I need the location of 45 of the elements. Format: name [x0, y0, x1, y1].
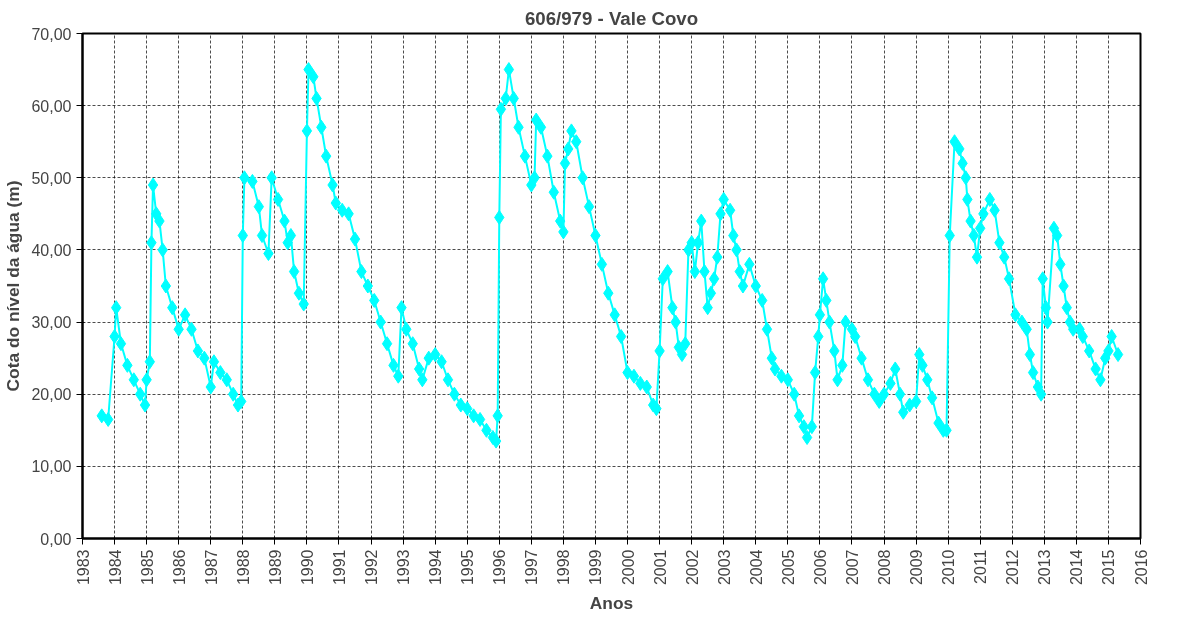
x-tick-label: 2009 — [908, 549, 926, 586]
x-tick-label: 1996 — [491, 549, 509, 586]
y-tick-label: 0,00 — [40, 530, 72, 548]
chart-title: 606/979 - Vale Covo — [524, 7, 699, 29]
x-tick-label: 1997 — [523, 549, 541, 586]
x-tick-label: 1998 — [555, 549, 573, 586]
x-tick-label: 2001 — [651, 549, 669, 586]
x-axis-title: Anos — [589, 593, 634, 614]
x-tick-label: 1984 — [106, 549, 124, 586]
x-tick-label: 1983 — [74, 549, 92, 586]
y-axis-title: Cota do nível da água (m) — [3, 180, 24, 392]
x-tick-label: 2011 — [972, 549, 990, 584]
y-tick-label: 10,00 — [31, 458, 72, 476]
x-tick-label: 2007 — [843, 549, 861, 586]
x-tick-label: 1993 — [395, 549, 413, 586]
x-tick-label: 2010 — [940, 549, 958, 586]
x-tick-label: 2012 — [1004, 549, 1022, 586]
x-tick-label: 2003 — [715, 549, 733, 586]
x-tick-label: 1987 — [202, 549, 220, 586]
y-tick-label: 20,00 — [31, 386, 72, 404]
x-tick-label: 1991 — [330, 549, 348, 586]
x-tick-label: 1985 — [138, 549, 156, 586]
x-tick-label: 2015 — [1100, 549, 1118, 586]
x-tick-label: 1986 — [170, 549, 188, 586]
x-tick-label: 2013 — [1036, 549, 1054, 586]
y-tick-label: 60,00 — [31, 97, 72, 115]
x-tick-label: 2008 — [876, 549, 894, 586]
x-tick-label: 1988 — [234, 549, 252, 586]
x-tick-label: 2004 — [747, 549, 765, 586]
y-tick-label: 70,00 — [31, 25, 72, 43]
y-tick-label: 40,00 — [31, 241, 72, 259]
y-tick-label: 30,00 — [31, 314, 72, 332]
x-tick-label: 2014 — [1068, 549, 1086, 586]
x-tick-label: 1990 — [298, 549, 316, 586]
x-tick-label: 1999 — [587, 549, 605, 586]
x-tick-label: 2016 — [1132, 549, 1150, 586]
y-tick-label: 50,00 — [31, 169, 72, 187]
x-tick-label: 1995 — [459, 549, 477, 586]
x-tick-label: 2006 — [811, 549, 829, 586]
x-tick-label: 1992 — [363, 549, 381, 586]
x-tick-label: 2000 — [619, 549, 637, 586]
x-tick-label: 1994 — [427, 549, 445, 586]
x-tick-label: 1989 — [266, 549, 284, 586]
x-tick-label: 2005 — [779, 549, 797, 586]
x-tick-label: 2002 — [683, 549, 701, 586]
